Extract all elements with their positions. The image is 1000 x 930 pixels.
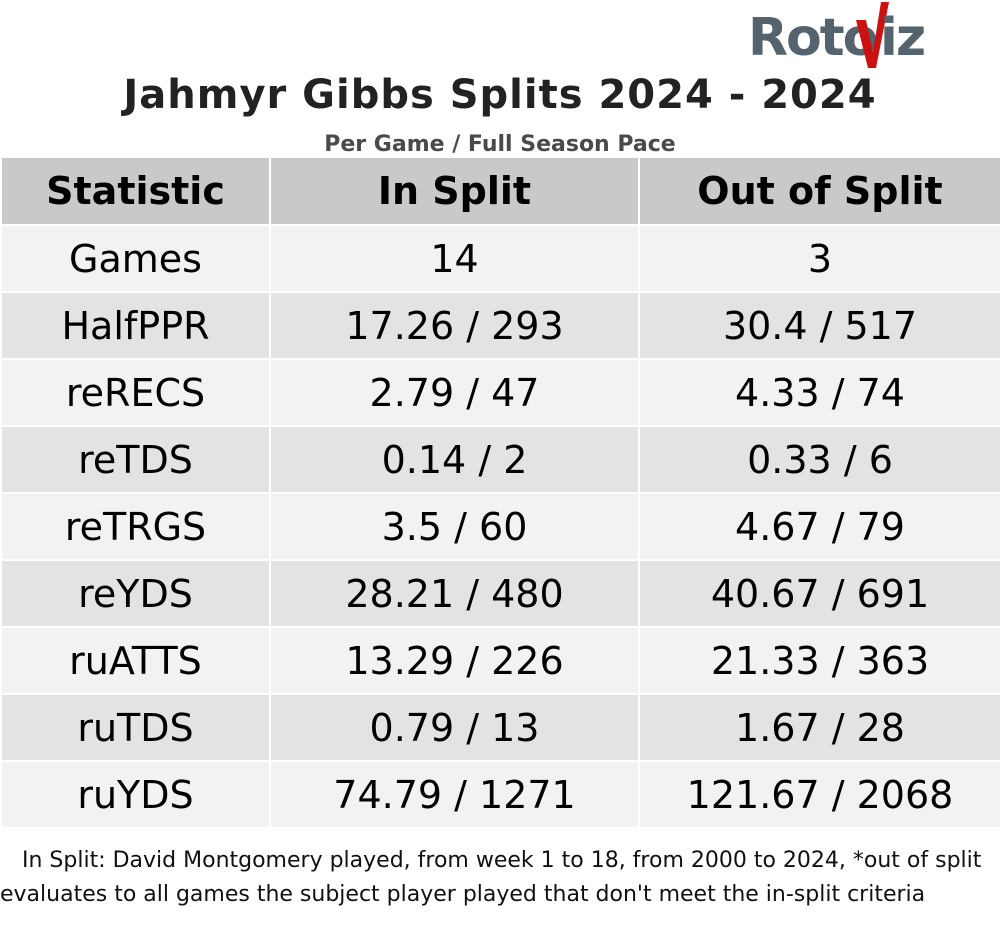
footnote: In Split: David Montgomery played, from … — [0, 848, 982, 907]
table-row: Games 14 3 — [0, 224, 1000, 293]
in-split-cell: 14 — [269, 224, 640, 293]
table-row: reYDS 28.21 / 480 40.67 / 691 — [0, 559, 1000, 628]
out-of-split-cell: 3 — [638, 224, 1000, 293]
stat-name-cell: ruATTS — [0, 626, 271, 695]
in-split-cell: 3.5 / 60 — [269, 492, 640, 561]
stat-name-cell: ruYDS — [0, 760, 271, 829]
stat-name-cell: ruTDS — [0, 693, 271, 762]
in-split-cell: 0.14 / 2 — [269, 425, 640, 494]
table-row: HalfPPR 17.26 / 293 30.4 / 517 — [0, 291, 1000, 360]
splits-table: Statistic In Split Out of Split Games 14… — [0, 156, 1000, 829]
stat-name-cell: reTDS — [0, 425, 271, 494]
header-in-split: In Split — [269, 156, 640, 226]
header-out-of-split: Out of Split — [638, 156, 1000, 226]
out-of-split-cell: 121.67 / 2068 — [638, 760, 1000, 829]
header-row: Statistic In Split Out of Split — [0, 156, 1000, 226]
logo-text-right: iz — [880, 8, 926, 68]
out-of-split-cell: 0.33 / 6 — [638, 425, 1000, 494]
page-subtitle: Per Game / Full Season Pace — [324, 132, 676, 157]
out-of-split-cell: 30.4 / 517 — [638, 291, 1000, 360]
in-split-cell: 0.79 / 13 — [269, 693, 640, 762]
out-of-split-cell: 4.67 / 79 — [638, 492, 1000, 561]
logo-text-left: Roto — [748, 8, 878, 68]
in-split-cell: 28.21 / 480 — [269, 559, 640, 628]
table-row: reTRGS 3.5 / 60 4.67 / 79 — [0, 492, 1000, 561]
out-of-split-cell: 40.67 / 691 — [638, 559, 1000, 628]
out-of-split-cell: 4.33 / 74 — [638, 358, 1000, 427]
table-row: ruYDS 74.79 / 1271 121.67 / 2068 — [0, 760, 1000, 829]
stat-name-cell: reTRGS — [0, 492, 271, 561]
page-title: Jahmyr Gibbs Splits 2024 - 2024 — [123, 72, 877, 118]
stat-name-cell: Games — [0, 224, 271, 293]
table-row: ruATTS 13.29 / 226 21.33 / 363 — [0, 626, 1000, 695]
out-of-split-cell: 21.33 / 363 — [638, 626, 1000, 695]
stat-name-cell: reYDS — [0, 559, 271, 628]
in-split-cell: 17.26 / 293 — [269, 291, 640, 360]
table-row: reRECS 2.79 / 47 4.33 / 74 — [0, 358, 1000, 427]
in-split-cell: 13.29 / 226 — [269, 626, 640, 695]
stat-name-cell: reRECS — [0, 358, 271, 427]
in-split-cell: 2.79 / 47 — [269, 358, 640, 427]
stat-name-cell: HalfPPR — [0, 291, 271, 360]
rotoviz-logo: Roto iz — [748, 2, 953, 70]
table-row: reTDS 0.14 / 2 0.33 / 6 — [0, 425, 1000, 494]
table-row: ruTDS 0.79 / 13 1.67 / 28 — [0, 693, 1000, 762]
logo-v-bolt-icon — [856, 2, 889, 68]
header-statistic: Statistic — [0, 156, 271, 226]
out-of-split-cell: 1.67 / 28 — [638, 693, 1000, 762]
in-split-cell: 74.79 / 1271 — [269, 760, 640, 829]
